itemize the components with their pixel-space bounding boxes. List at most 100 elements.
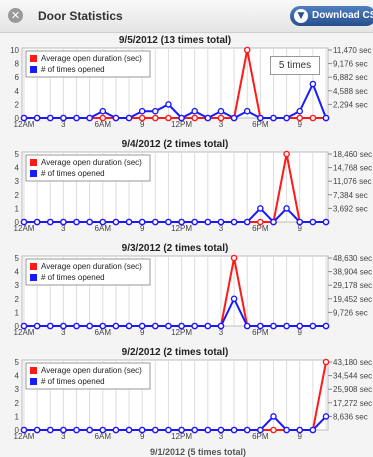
data-point — [217, 322, 225, 330]
y-right-tick-label: 43,180 sec — [333, 358, 372, 367]
data-point — [257, 322, 264, 330]
data-point — [125, 322, 133, 330]
x-tick-label: 12AM — [14, 120, 35, 129]
y-right-tick-label: 34,544 sec — [333, 372, 372, 381]
data-point — [191, 218, 198, 226]
data-point — [270, 114, 277, 122]
y-tick-label: 0 — [15, 218, 20, 227]
x-tick-label: 12AM — [14, 432, 35, 441]
legend-swatch — [30, 263, 37, 270]
data-point — [73, 114, 80, 122]
data-point — [217, 426, 225, 434]
chart-2: 9/3/2012 (2 times total) 0 1 2 3 4 5 48,630 sec… — [0, 240, 373, 344]
x-tick-label: 6PM — [252, 120, 269, 129]
x-tick-label: 6AM — [95, 328, 112, 337]
legend: Average open duration (sec) # of times op… — [25, 258, 151, 286]
x-tick-label: 9 — [140, 432, 145, 441]
data-point — [191, 426, 198, 434]
data-point — [99, 218, 107, 226]
legend-label: Average open duration (sec) — [41, 262, 142, 271]
data-point — [309, 114, 317, 122]
data-point — [230, 426, 238, 434]
data-point — [138, 322, 146, 330]
data-point — [296, 426, 304, 434]
y-right-tick-label: 17,272 sec — [333, 399, 372, 408]
x-tick-label: 9 — [298, 224, 303, 233]
chart-1: 9/4/2012 (2 times total) 0 1 2 3 4 5 18,460 sec… — [0, 136, 373, 240]
y-tick-label: 5 — [15, 150, 20, 159]
data-point — [112, 114, 120, 122]
data-point — [309, 80, 317, 88]
data-point — [152, 426, 159, 434]
chart-title: 9/5/2012 (13 times total) — [119, 35, 231, 46]
data-point — [296, 114, 304, 122]
data-point — [20, 322, 28, 330]
data-point — [112, 218, 120, 226]
y-right-tick-label: 7,384 sec — [333, 191, 368, 200]
data-point — [165, 101, 172, 108]
y-right-tick-label: 38,904 sec — [333, 268, 372, 277]
data-point — [257, 114, 264, 122]
data-point — [243, 107, 251, 115]
data-point — [191, 107, 198, 115]
y-right-tick-label: 9,726 sec — [333, 308, 368, 317]
y-tick-label: 2 — [15, 295, 20, 304]
chart-3: 9/2/2012 (2 times total) 0 1 2 3 4 5 43,180 sec… — [0, 344, 373, 448]
x-tick-label: 3 — [61, 120, 66, 129]
data-point — [296, 322, 304, 330]
data-point — [217, 114, 225, 122]
chart-tooltip: 5 times — [270, 56, 320, 75]
data-point — [230, 218, 238, 226]
data-point — [230, 114, 238, 122]
data-point — [165, 114, 172, 122]
y-right-tick-label: 48,630 sec — [333, 254, 372, 263]
y-tick-label: 1 — [15, 204, 20, 213]
y-tick-label: 4 — [15, 268, 20, 277]
data-point — [204, 322, 212, 330]
y-tick-label: 4 — [15, 164, 20, 173]
y-right-tick-label: 14,768 sec — [333, 164, 372, 173]
data-point — [296, 107, 304, 115]
y-tick-label: 3 — [15, 177, 20, 186]
data-point — [86, 114, 93, 122]
y-right-tick-label: 19,452 sec — [333, 295, 372, 304]
x-tick-label: 12PM — [171, 224, 192, 233]
chart-svg: 9/2/2012 (2 times total) 0 1 2 3 4 5 43,180 sec… — [14, 347, 373, 441]
data-point — [86, 426, 93, 434]
data-point — [152, 218, 159, 226]
data-point — [165, 322, 172, 330]
legend-swatch — [30, 274, 37, 281]
legend-box — [25, 362, 151, 390]
data-point — [138, 107, 146, 115]
data-point — [191, 322, 198, 330]
x-tick-label: 9 — [140, 328, 145, 337]
download-csv-button[interactable]: ▼ Download CSV — [290, 6, 373, 26]
data-point — [112, 426, 120, 434]
legend: Average open duration (sec) # of times op… — [25, 362, 151, 390]
x-tick-label: 12PM — [171, 328, 192, 337]
chart-title: 9/2/2012 (2 times total) — [122, 347, 229, 358]
data-point — [112, 322, 120, 330]
x-tick-label: 12AM — [14, 224, 35, 233]
y-tick-label: 2 — [15, 191, 20, 200]
data-point — [270, 413, 277, 420]
data-point — [257, 205, 264, 212]
y-tick-label: 1 — [15, 308, 20, 317]
data-point — [73, 322, 80, 330]
data-point — [125, 218, 133, 226]
data-point — [270, 426, 277, 434]
x-tick-label: 3 — [219, 224, 224, 233]
data-point — [33, 114, 41, 122]
data-point — [309, 218, 317, 226]
data-point — [99, 114, 107, 122]
chart-0: 9/5/2012 (13 times total) 0 2 4 6 8 10 11,470 s… — [0, 32, 373, 136]
y-right-tick-label: 11,470 sec — [333, 46, 372, 55]
y-right-tick-label: 25,908 sec — [333, 385, 372, 394]
header-bar: ✕ Door Statistics ▼ Download CSV — [0, 0, 373, 33]
legend-label: Average open duration (sec) — [41, 54, 142, 63]
close-icon[interactable]: ✕ — [8, 8, 23, 23]
y-right-tick-label: 2,294 sec — [333, 100, 368, 109]
x-tick-label: 6AM — [95, 432, 112, 441]
x-tick-label: 3 — [219, 120, 224, 129]
data-point — [73, 218, 80, 226]
